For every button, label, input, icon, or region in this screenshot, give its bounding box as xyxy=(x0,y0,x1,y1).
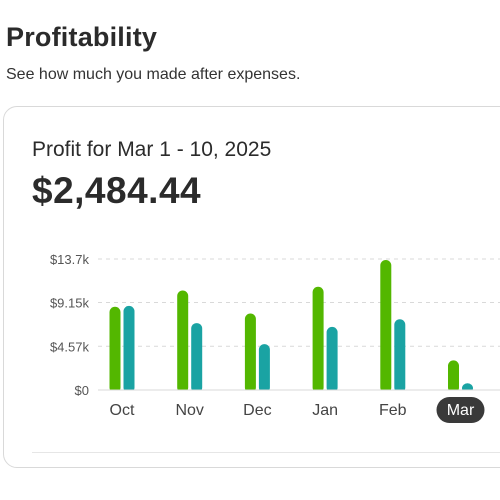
chart-y-ticks: $0 $4.57k $9.15k $13.7k xyxy=(50,252,90,398)
x-tick-label-jan[interactable]: Jan xyxy=(312,402,338,419)
selected-month-pill[interactable] xyxy=(436,397,485,423)
section-subtitle: See how much you made after expenses. xyxy=(6,66,301,83)
profit-card[interactable] xyxy=(3,106,500,468)
profit-amount: $2,484.44 xyxy=(32,170,202,211)
baseline-mask xyxy=(98,390,500,396)
x-tick-label-dec[interactable]: Dec xyxy=(243,402,271,419)
x-tick-label-feb[interactable]: Feb xyxy=(379,402,407,419)
bar-nov-teal[interactable] xyxy=(191,323,203,393)
bar-jan-teal[interactable] xyxy=(326,326,338,393)
x-tick-label-oct[interactable]: Oct xyxy=(110,402,135,419)
x-tick-label-mar[interactable]: Mar xyxy=(447,402,475,419)
bar-oct-green[interactable] xyxy=(109,306,121,393)
profit-period-label: Profit for Mar 1 - 10, 2025 xyxy=(32,138,272,161)
bar-dec-teal[interactable] xyxy=(258,344,270,393)
bar-jan-green[interactable] xyxy=(312,286,324,393)
x-tick-label-nov[interactable]: Nov xyxy=(175,402,203,419)
section-title: Profitability xyxy=(6,22,158,52)
bar-dec-green[interactable] xyxy=(244,313,256,393)
chart-bars xyxy=(98,259,500,396)
bar-oct-teal[interactable] xyxy=(123,305,135,393)
y-tick-label: $9.15k xyxy=(50,296,90,311)
bar-nov-green[interactable] xyxy=(177,290,189,393)
chart-x-ticks: Oct Nov Dec Jan Feb Mar xyxy=(110,397,485,423)
bar-feb-green[interactable] xyxy=(380,259,392,393)
y-tick-label: $13.7k xyxy=(50,252,90,267)
chart-gridlines xyxy=(98,258,500,391)
y-tick-label: $0 xyxy=(75,383,89,398)
y-tick-label: $4.57k xyxy=(50,339,90,354)
bar-feb-teal[interactable] xyxy=(394,319,406,393)
bar-mar-green[interactable] xyxy=(448,360,459,393)
card-divider xyxy=(32,452,500,453)
